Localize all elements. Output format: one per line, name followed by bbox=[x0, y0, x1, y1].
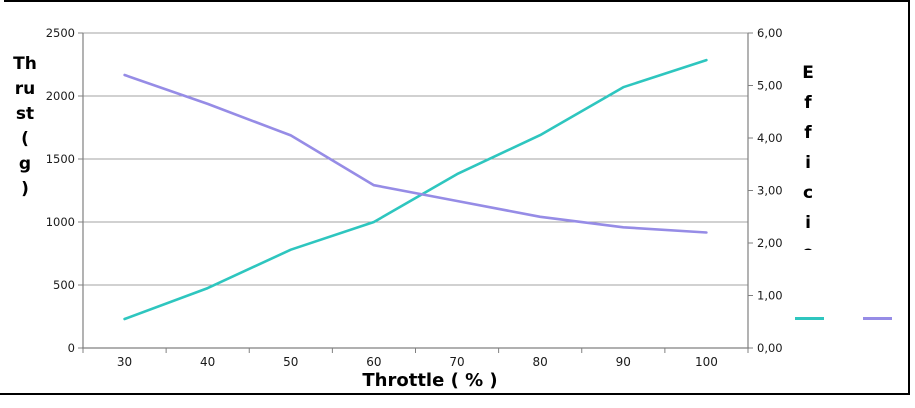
legend-swatch-thrust bbox=[795, 317, 824, 320]
right-axis-title-line: i bbox=[805, 213, 811, 233]
right-axis-title-line: E bbox=[802, 63, 814, 83]
x-tick-label: 70 bbox=[449, 355, 464, 369]
series-thrust-line bbox=[123, 58, 708, 321]
left-axis-title-line: ) bbox=[21, 179, 29, 199]
left-tick-label: 500 bbox=[53, 278, 75, 292]
left-tick-label: 1500 bbox=[46, 152, 75, 166]
left-tick-label: 1000 bbox=[46, 215, 75, 229]
x-tick-label: 60 bbox=[366, 355, 381, 369]
right-axis-title-line: c bbox=[802, 183, 814, 203]
left-axis-title-line: ru bbox=[14, 79, 36, 99]
x-tick-label: 50 bbox=[283, 355, 298, 369]
right-tick-label: 4,00 bbox=[757, 131, 783, 145]
right-tick-label: 0,00 bbox=[757, 341, 783, 355]
left-axis-tick-labels: 0 500 1000 1500 2000 2500 bbox=[46, 26, 75, 355]
x-tick-label: 40 bbox=[200, 355, 215, 369]
series-efficiency-line bbox=[123, 73, 708, 234]
right-tick-label: 3,00 bbox=[757, 184, 783, 198]
left-axis-title-line: Th bbox=[13, 54, 37, 74]
x-tick-label: 90 bbox=[616, 355, 631, 369]
gridlines bbox=[83, 32, 748, 286]
left-tick-label: 2500 bbox=[46, 26, 75, 40]
right-axis-title-line: f bbox=[804, 123, 812, 143]
right-tick-label: 1,00 bbox=[757, 289, 783, 303]
right-axis-tick-labels: 0,00 1,00 2,00 3,00 4,00 5,00 6,00 bbox=[757, 26, 783, 355]
left-axis-title: Th ru st ( g) bbox=[7, 52, 43, 202]
right-axis-title-line: f bbox=[804, 93, 812, 113]
x-tick-label: 100 bbox=[695, 355, 718, 369]
x-tick-label: 30 bbox=[117, 355, 132, 369]
left-tick-label: 0 bbox=[68, 341, 75, 355]
frame-right-border bbox=[908, 0, 910, 395]
tick-marks bbox=[78, 32, 753, 353]
x-axis-tick-labels: 30 40 50 60 70 80 90 100 bbox=[117, 355, 718, 369]
left-axis-title-line: ( bbox=[21, 129, 29, 149]
right-tick-label: 5,00 bbox=[757, 79, 783, 93]
frame-top-border bbox=[4, 0, 910, 2]
right-axis-title: Efficie bbox=[790, 58, 826, 250]
right-axis-title-line: e bbox=[790, 238, 826, 250]
left-axis-title-line: g bbox=[18, 154, 32, 174]
right-axis-title-line: i bbox=[805, 153, 811, 173]
x-axis-title: Throttle ( % ) bbox=[362, 370, 498, 391]
right-tick-label: 6,00 bbox=[757, 26, 783, 40]
right-tick-label: 2,00 bbox=[757, 236, 783, 250]
axes bbox=[82, 33, 749, 349]
left-axis-title-line: st bbox=[15, 104, 35, 124]
x-tick-label: 80 bbox=[533, 355, 548, 369]
frame-bottom-border bbox=[0, 393, 910, 395]
legend-swatch-efficiency bbox=[863, 317, 892, 320]
left-tick-label: 2000 bbox=[46, 89, 75, 103]
